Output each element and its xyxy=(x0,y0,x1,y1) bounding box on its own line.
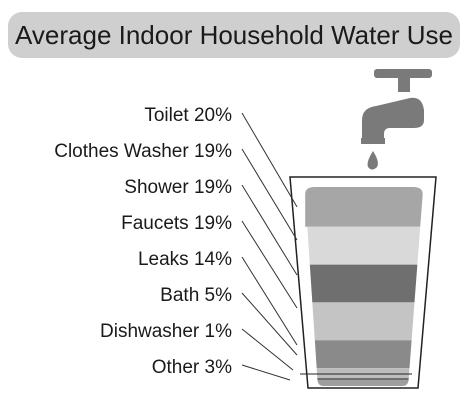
water-band-other xyxy=(317,380,409,386)
leader-line xyxy=(241,364,291,381)
leader-line xyxy=(241,148,298,241)
label-toilet: Toilet 20% xyxy=(144,105,232,126)
water-band-toilet xyxy=(305,187,423,227)
label-dishwasher: Dishwasher 1% xyxy=(100,321,232,342)
label-shower: Shower 19% xyxy=(124,177,232,198)
leader-line xyxy=(241,328,294,371)
label-clothes-washer: Clothes Washer 19% xyxy=(54,141,232,162)
water-band-leaks xyxy=(314,340,412,369)
leader-line xyxy=(241,292,298,356)
water-band-dishwasher xyxy=(317,378,409,381)
water-band-faucets xyxy=(312,302,415,341)
label-bath: Bath 5% xyxy=(160,285,232,306)
leader-lines xyxy=(241,112,412,381)
title-banner: Average Indoor Household Water Use xyxy=(8,12,460,58)
leader-line xyxy=(241,256,298,346)
label-leaks: Leaks 14% xyxy=(138,249,232,270)
label-faucets: Faucets 19% xyxy=(121,213,232,234)
leader-line xyxy=(241,184,298,276)
label-other: Other 3% xyxy=(152,357,232,378)
chart-title: Average Indoor Household Water Use xyxy=(15,20,453,50)
water-band-bath xyxy=(316,368,410,379)
water-band-shower xyxy=(309,264,418,303)
water-band-clothes-washer xyxy=(307,226,421,265)
water-bands xyxy=(305,187,423,386)
leader-line xyxy=(241,112,298,208)
glass-outline xyxy=(289,176,437,389)
category-labels: Toilet 20% Clothes Washer 19% Shower 19% Fa… xyxy=(54,105,232,378)
leader-line xyxy=(241,220,298,309)
faucet-icon xyxy=(361,69,432,170)
